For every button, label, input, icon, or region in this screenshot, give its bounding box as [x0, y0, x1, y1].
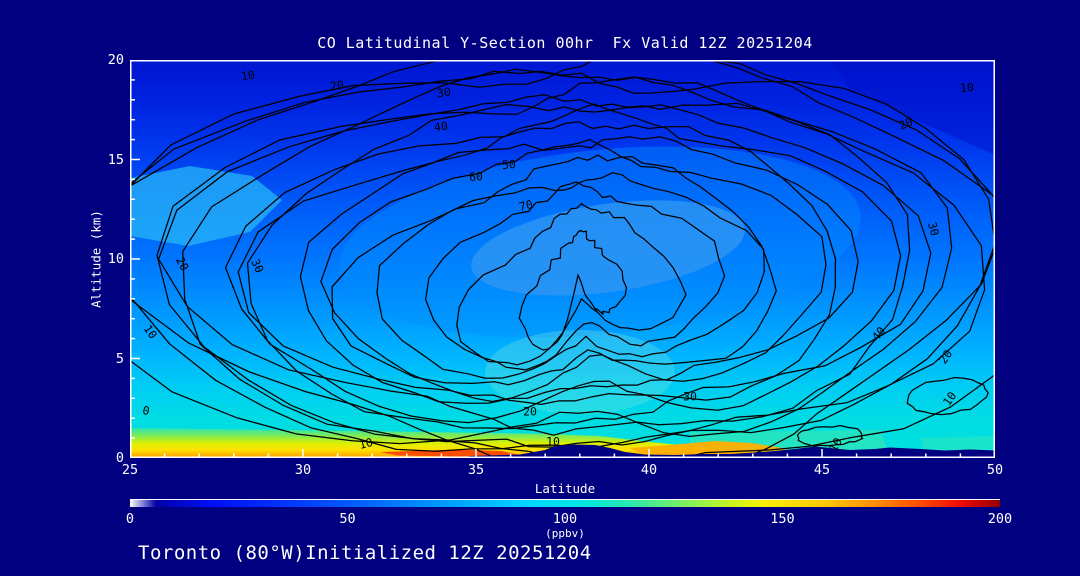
- y-tick-label: 0: [115, 450, 124, 466]
- colorbar-tick-label: 150: [770, 511, 795, 527]
- x-axis-title: Latitude: [534, 481, 596, 496]
- svg-text:40: 40: [433, 119, 449, 135]
- svg-text:60: 60: [468, 169, 483, 184]
- svg-text:20: 20: [897, 114, 915, 132]
- colorbar-tick-label: 50: [339, 511, 356, 527]
- x-tick-label: 50: [986, 462, 1004, 478]
- svg-text:10: 10: [826, 435, 845, 454]
- svg-text:10: 10: [240, 68, 256, 84]
- svg-text:30: 30: [683, 390, 697, 404]
- x-tick-label: 40: [640, 462, 658, 478]
- y-tick-label: 10: [107, 251, 124, 267]
- svg-text:20: 20: [173, 254, 192, 273]
- svg-text:0: 0: [141, 403, 151, 418]
- svg-text:10: 10: [959, 80, 974, 95]
- colorbar-tick-label: 0: [125, 511, 135, 527]
- svg-text:10: 10: [546, 435, 560, 449]
- svg-text:10: 10: [141, 322, 160, 341]
- x-tick-label: 35: [467, 462, 485, 478]
- svg-text:30: 30: [248, 257, 267, 276]
- colorbar-unit: (ppbv): [545, 527, 585, 540]
- svg-text:30: 30: [925, 220, 942, 237]
- y-tick-label: 15: [107, 151, 124, 168]
- colorbar: [130, 499, 1000, 507]
- svg-text:70: 70: [518, 197, 535, 214]
- initialization-annotation: Toronto (80°W)Initialized 12Z 20251204: [138, 542, 592, 564]
- colorbar-tick-label: 200: [987, 511, 1013, 527]
- y-tick-label: 20: [107, 52, 124, 68]
- colorbar-tick-label: 100: [552, 511, 578, 527]
- x-tick-label: 30: [294, 462, 312, 478]
- x-tick-label: 25: [121, 462, 139, 478]
- y-tick-label: 5: [115, 350, 124, 367]
- svg-text:20: 20: [936, 347, 955, 366]
- svg-text:30: 30: [436, 85, 452, 101]
- plot-title: CO Latitudinal Y-Section 00hr Fx Valid 1…: [317, 34, 813, 52]
- svg-text:50: 50: [501, 157, 516, 172]
- svg-text:10: 10: [940, 389, 959, 408]
- svg-text:20: 20: [523, 405, 537, 419]
- svg-text:20: 20: [329, 77, 345, 93]
- x-tick-label: 45: [813, 462, 831, 478]
- svg-text:10: 10: [357, 435, 374, 452]
